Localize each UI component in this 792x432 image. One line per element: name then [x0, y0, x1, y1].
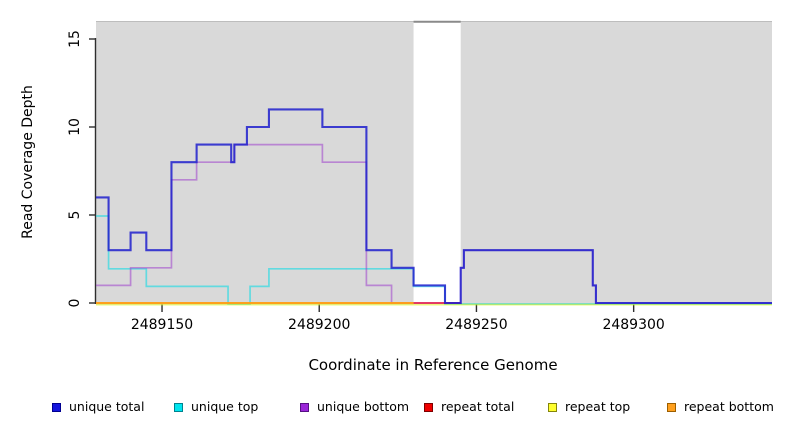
legend-swatch-icon	[667, 402, 676, 412]
y-tick-label: 15	[67, 30, 83, 48]
legend-item-repeat-total: repeat total	[424, 400, 514, 414]
legend-item-unique-total: unique total	[52, 400, 144, 414]
legend-label: repeat total	[441, 399, 515, 414]
legend-item-repeat-top: repeat top	[548, 400, 630, 414]
series-unique-total	[96, 108, 772, 305]
legend-swatch-icon	[300, 402, 309, 412]
legend-swatch-icon	[52, 402, 61, 412]
x-tick-label: 2489300	[602, 317, 665, 333]
legend-label: unique top	[191, 399, 259, 414]
y-axis-title: Read Coverage Depth	[20, 85, 36, 239]
x-tick-label: 2489150	[130, 317, 194, 333]
legend-swatch-icon	[174, 402, 183, 412]
legend-swatch-icon	[548, 402, 557, 412]
legend-label: repeat bottom	[684, 399, 774, 414]
y-tick-label: 0	[67, 298, 83, 308]
legend-label: repeat top	[565, 399, 631, 414]
x-tick-label: 2489250	[445, 317, 508, 333]
y-tick-label: 5	[67, 210, 83, 220]
legend-item-repeat-bottom: repeat bottom	[667, 400, 774, 414]
unique-region-right	[460, 21, 772, 305]
legend-item-unique-bottom: unique bottom	[300, 400, 409, 414]
legend-label: unique bottom	[317, 399, 410, 414]
y-tick-label: 10	[67, 118, 83, 136]
x-axis-title: Coordinate in Reference Genome	[308, 356, 558, 374]
legend-swatch-icon	[424, 402, 433, 412]
legend-label: unique total	[69, 399, 145, 414]
legend-item-unique-top: unique top	[174, 400, 258, 414]
x-tick-label: 2489200	[288, 317, 351, 333]
